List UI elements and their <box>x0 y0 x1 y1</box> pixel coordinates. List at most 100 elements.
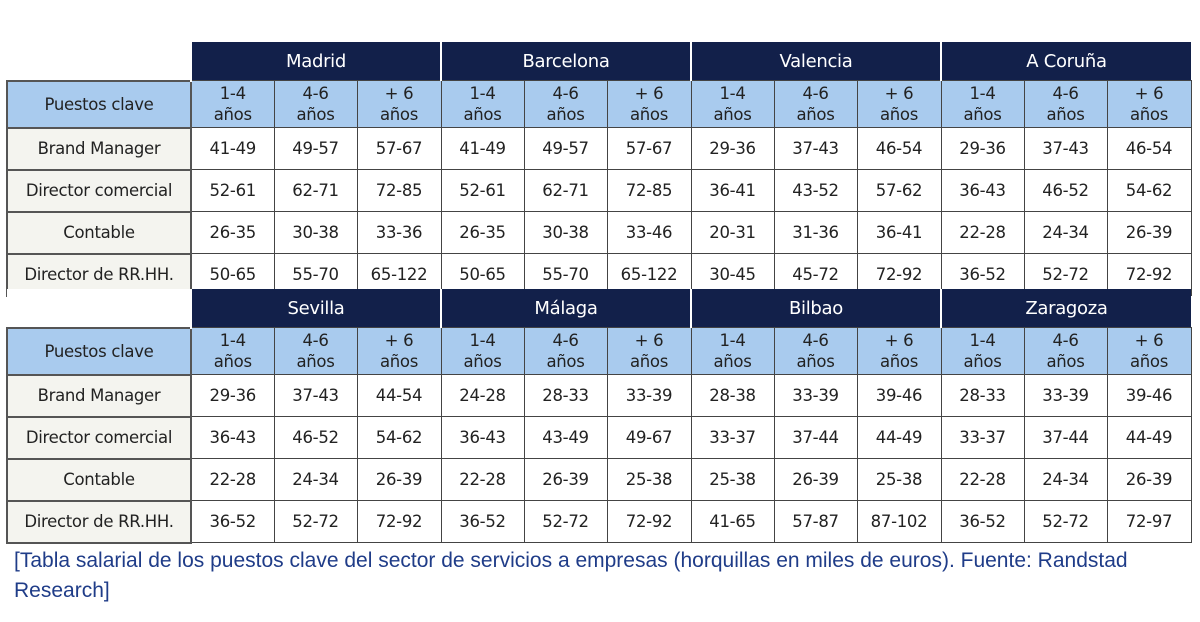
table-row: Brand Manager 29-36 37-43 44-54 24-28 28-33 33… <box>6 374 1192 418</box>
salary-range: 37-43 <box>773 127 858 170</box>
experience-header: + 6 años <box>606 327 692 375</box>
experience-range: 4-6 <box>1052 331 1079 350</box>
experience-unit: años <box>963 352 1002 371</box>
experience-unit: años <box>879 352 919 371</box>
city-header: Barcelona <box>440 42 691 81</box>
salary-range: 29-36 <box>940 127 1025 170</box>
salary-range: 24-34 <box>1023 211 1108 254</box>
salary-range: 36-52 <box>940 500 1025 543</box>
salary-range: 33-39 <box>606 374 692 417</box>
position-name: Brand Manager <box>6 374 192 418</box>
salary-range: 37-43 <box>273 374 358 417</box>
position-name: Director comercial <box>6 169 192 213</box>
salary-range: 62-71 <box>273 169 358 212</box>
salary-range: 72-92 <box>356 500 442 543</box>
experience-unit: años <box>963 105 1002 124</box>
experience-unit: años <box>796 352 835 371</box>
salary-range: 26-39 <box>356 458 442 501</box>
table-row: Brand Manager 41-49 49-57 57-67 41-49 49-57 57… <box>6 127 1192 171</box>
city-header: Madrid <box>190 42 441 81</box>
salary-range: 36-43 <box>440 416 525 459</box>
city-header: Zaragoza <box>940 289 1191 328</box>
experience-range: 1-4 <box>469 84 496 103</box>
sub-header-row: Puestos clave 1-4 años 4-6 años + 6 años 1-4 año… <box>6 326 1192 376</box>
table-row: Contable 26-35 30-38 33-36 26-35 30-38 33-46 20… <box>6 211 1192 255</box>
salary-range: 31-36 <box>773 211 858 254</box>
experience-header: 1-4 años <box>690 80 775 128</box>
experience-unit: años <box>879 105 919 124</box>
experience-range: + 6 <box>884 331 914 350</box>
experience-header: 1-4 años <box>440 327 525 375</box>
salary-range: 52-61 <box>190 169 275 212</box>
experience-range: 4-6 <box>802 84 829 103</box>
salary-range: 39-46 <box>856 374 942 417</box>
experience-range: 1-4 <box>969 331 996 350</box>
city-header-row: Madrid Barcelona Valencia A Coruña <box>7 42 1191 81</box>
salary-range: 29-36 <box>190 374 275 417</box>
salary-range: 57-67 <box>356 127 442 170</box>
experience-range: + 6 <box>1134 331 1164 350</box>
salary-range: 52-72 <box>523 500 608 543</box>
salary-range: 37-43 <box>1023 127 1108 170</box>
salary-range: 37-44 <box>773 416 858 459</box>
salary-range: 54-62 <box>1106 169 1192 212</box>
city-header: Valencia <box>690 42 941 81</box>
salary-range: 25-38 <box>856 458 942 501</box>
salary-range: 54-62 <box>356 416 442 459</box>
salary-range: 46-52 <box>273 416 358 459</box>
experience-header: + 6 años <box>356 80 442 128</box>
salary-range: 50-65 <box>440 253 525 296</box>
salary-range: 26-35 <box>440 211 525 254</box>
city-header-row: Sevilla Málaga Bilbao Zaragoza <box>7 289 1191 328</box>
experience-range: + 6 <box>884 84 914 103</box>
experience-range: 1-4 <box>969 84 996 103</box>
salary-range: 28-38 <box>690 374 775 417</box>
experience-header: 4-6 años <box>1023 327 1108 375</box>
salary-range: 26-39 <box>523 458 608 501</box>
experience-unit: años <box>379 352 419 371</box>
salary-range: 22-28 <box>190 458 275 501</box>
salary-range: 30-38 <box>273 211 358 254</box>
experience-unit: años <box>713 105 752 124</box>
experience-range: 1-4 <box>719 84 746 103</box>
salary-range: 52-61 <box>440 169 525 212</box>
salary-range: 22-28 <box>940 458 1025 501</box>
experience-range: + 6 <box>384 331 414 350</box>
salary-range: 44-49 <box>1106 416 1192 459</box>
position-name: Contable <box>6 211 192 255</box>
salary-range: 36-43 <box>190 416 275 459</box>
experience-range: 1-4 <box>469 331 496 350</box>
experience-unit: años <box>213 352 252 371</box>
city-header: Málaga <box>440 289 691 328</box>
salary-range: 24-34 <box>1023 458 1108 501</box>
salary-range: 20-31 <box>690 211 775 254</box>
table-row: Director de RR.HH. 36-52 52-72 72-92 36-52 52… <box>6 500 1192 544</box>
salary-range: 72-97 <box>1106 500 1192 543</box>
experience-header: 1-4 años <box>190 80 275 128</box>
experience-header: + 6 años <box>606 80 692 128</box>
salary-range: 72-85 <box>606 169 692 212</box>
experience-unit: años <box>296 352 335 371</box>
experience-range: + 6 <box>634 331 664 350</box>
salary-range: 72-92 <box>856 253 942 296</box>
salary-range: 87-102 <box>856 500 942 543</box>
table-caption: [Tabla salarial de los puestos clave del… <box>14 549 1128 602</box>
salary-table-1: Madrid Barcelona Valencia A Coruña Puestos c… <box>6 42 1192 297</box>
salary-range: 36-52 <box>440 500 525 543</box>
salary-range: 33-46 <box>606 211 692 254</box>
experience-header: 4-6 años <box>523 327 608 375</box>
city-header: Sevilla <box>190 289 441 328</box>
salary-range: 36-52 <box>190 500 275 543</box>
experience-unit: años <box>1129 105 1169 124</box>
salary-range: 26-35 <box>190 211 275 254</box>
salary-range: 44-49 <box>856 416 942 459</box>
experience-unit: años <box>629 352 669 371</box>
experience-header: + 6 años <box>1106 80 1192 128</box>
experience-unit: años <box>1046 105 1085 124</box>
experience-header: + 6 años <box>856 80 942 128</box>
salary-range: 36-43 <box>940 169 1025 212</box>
position-name: Director comercial <box>6 416 192 460</box>
sub-header-row: Puestos clave 1-4 años 4-6 años + 6 años 1-4 año… <box>6 79 1192 129</box>
experience-unit: años <box>796 105 835 124</box>
salary-range: 37-44 <box>1023 416 1108 459</box>
